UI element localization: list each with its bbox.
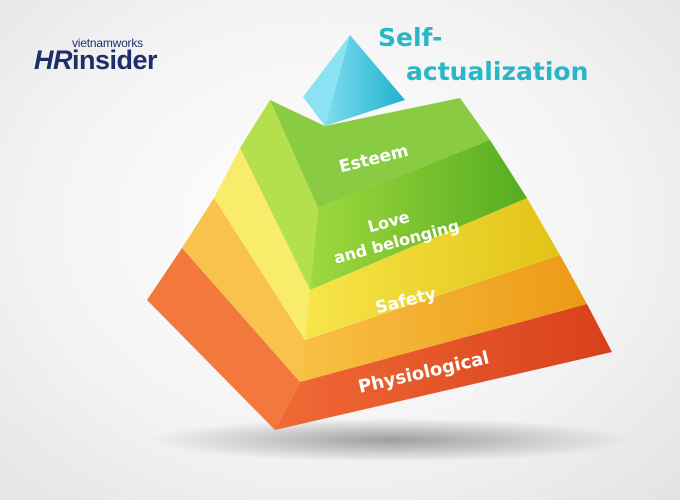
level-safety-left-face [182, 198, 305, 382]
level-esteem-top-cap [270, 98, 490, 208]
level-physiological-front-face [275, 304, 612, 430]
apex-front-face [325, 35, 405, 126]
level-physiological-left-face [147, 248, 300, 430]
logo-insider-text: insider [72, 45, 158, 75]
apex-left-face [303, 35, 350, 126]
level-esteem [240, 98, 527, 290]
level-love-left-face [214, 148, 310, 340]
pyramid-shadow [150, 418, 630, 462]
level-safety-front-face [300, 255, 587, 382]
logo-vietnamworks-text: vietnamworks [72, 36, 143, 50]
level-esteem-left-face [240, 100, 318, 290]
logo-hr-text: HR [34, 45, 73, 75]
level-love-belonging [214, 148, 560, 340]
logo-hrinsider-text: HRinsider [34, 45, 158, 76]
level-safety [182, 198, 587, 382]
label-actualization: actualization [406, 57, 588, 86]
label-self: Self- [378, 23, 442, 52]
level-esteem-front-face [310, 140, 527, 290]
level-self-actualization [303, 35, 405, 126]
level-love-front-face [305, 198, 560, 340]
